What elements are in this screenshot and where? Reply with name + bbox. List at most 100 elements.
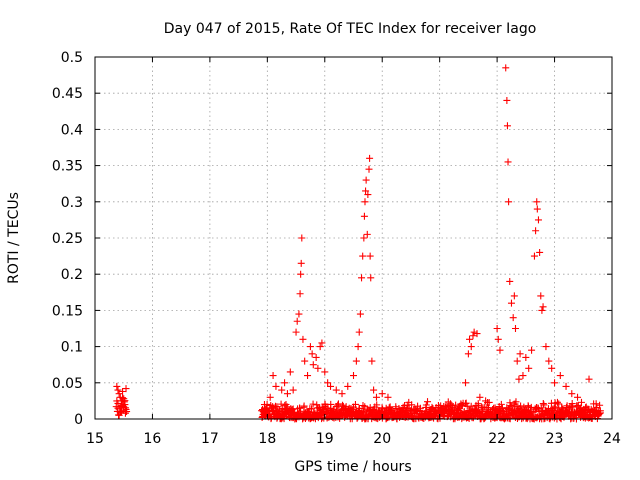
data-point xyxy=(121,409,129,417)
x-tick-label: 23 xyxy=(546,431,564,447)
data-point xyxy=(509,314,517,322)
y-tick-label: 0 xyxy=(74,412,83,428)
data-point xyxy=(283,390,291,398)
data-point xyxy=(515,375,523,383)
chart-title: Day 047 of 2015, Rate Of TEC Index for r… xyxy=(164,21,537,37)
data-point xyxy=(269,372,277,380)
data-point xyxy=(507,299,515,307)
data-point xyxy=(309,361,317,369)
y-tick-label: 0.15 xyxy=(52,303,83,319)
data-point xyxy=(308,350,316,358)
data-point xyxy=(116,393,124,401)
data-point xyxy=(378,390,386,398)
data-point xyxy=(360,212,368,220)
data-point xyxy=(286,368,294,376)
data-point xyxy=(545,357,553,365)
data-point xyxy=(338,390,346,398)
noise-point xyxy=(569,403,577,411)
data-point xyxy=(542,343,550,351)
x-tick-label: 16 xyxy=(144,431,162,447)
data-point xyxy=(301,357,309,365)
noise-point xyxy=(595,410,603,418)
data-point xyxy=(296,290,304,298)
noise-point xyxy=(300,402,308,410)
noise-point xyxy=(485,398,493,406)
y-tick-label: 0.45 xyxy=(52,86,83,102)
data-point xyxy=(318,339,326,347)
data-point xyxy=(519,372,527,380)
noise-point xyxy=(467,402,475,410)
y-tick-label: 0.4 xyxy=(61,122,83,138)
noise-point xyxy=(517,402,525,410)
noise-point xyxy=(309,400,317,408)
data-point xyxy=(113,382,121,390)
data-point xyxy=(352,357,360,365)
noise-point xyxy=(408,401,416,409)
noise-point xyxy=(577,398,585,406)
noise-point xyxy=(359,402,367,410)
x-axis-label: GPS time / hours xyxy=(294,459,411,475)
data-point xyxy=(539,303,547,311)
data-point xyxy=(368,357,376,365)
x-tick-label: 17 xyxy=(201,431,219,447)
data-point xyxy=(585,375,593,383)
noise-point xyxy=(334,400,342,408)
data-point xyxy=(467,343,475,351)
data-point xyxy=(505,198,513,206)
data-point xyxy=(272,382,280,390)
data-point xyxy=(536,248,544,256)
data-point xyxy=(120,395,128,403)
y-tick-label: 0.3 xyxy=(61,195,83,211)
noise-point xyxy=(540,401,548,409)
data-point xyxy=(120,406,128,414)
data-point xyxy=(356,310,364,318)
data-point xyxy=(469,332,477,340)
y-axis-label: ROTI / TECUs xyxy=(6,192,22,284)
data-point xyxy=(266,393,274,401)
noise-point xyxy=(115,411,123,419)
data-point xyxy=(122,385,130,393)
data-point xyxy=(370,386,378,394)
data-point xyxy=(528,346,536,354)
noise-point xyxy=(475,402,483,410)
noise-point xyxy=(462,399,470,407)
x-tick-label: 20 xyxy=(373,431,391,447)
noise-point xyxy=(553,398,561,406)
noise-point xyxy=(592,400,600,408)
data-point xyxy=(533,205,541,213)
data-points xyxy=(112,64,604,423)
data-point xyxy=(260,401,268,409)
data-point xyxy=(493,325,501,332)
data-point xyxy=(534,216,542,224)
data-point xyxy=(327,382,335,390)
data-point xyxy=(295,310,303,318)
data-point xyxy=(504,158,512,166)
data-point xyxy=(365,165,373,173)
y-tick-label: 0.2 xyxy=(61,267,83,283)
noise-point xyxy=(296,404,304,412)
data-point xyxy=(344,382,352,390)
data-point xyxy=(358,274,366,282)
noise-point xyxy=(558,404,566,412)
data-point xyxy=(506,277,514,285)
data-point xyxy=(121,401,129,409)
y-tick-label: 0.5 xyxy=(61,50,83,66)
y-tick-label: 0.25 xyxy=(52,231,83,247)
data-point xyxy=(119,387,127,395)
data-point xyxy=(362,187,370,195)
noise-point xyxy=(596,407,604,415)
data-point xyxy=(324,379,332,387)
data-point xyxy=(525,364,533,372)
data-point xyxy=(364,191,372,199)
noise-point xyxy=(447,400,454,408)
grid-lines xyxy=(95,57,612,419)
data-point xyxy=(332,386,340,394)
data-point xyxy=(502,64,510,72)
data-point xyxy=(114,404,122,412)
data-point xyxy=(384,393,392,401)
data-point xyxy=(321,368,329,376)
data-point xyxy=(367,274,375,282)
data-point xyxy=(537,292,545,300)
data-point xyxy=(562,382,570,390)
